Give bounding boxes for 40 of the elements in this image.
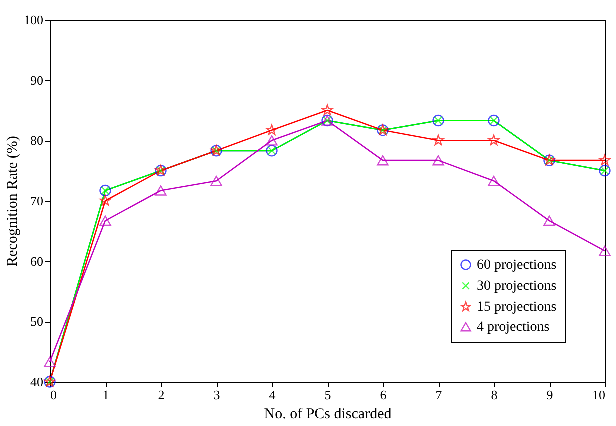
x-tick-label: 10	[592, 388, 606, 402]
y-axis-title: Recognition Rate (%)	[5, 136, 21, 267]
x-tick-label: 5	[324, 388, 332, 402]
point	[266, 136, 278, 146]
point	[599, 154, 611, 166]
x-tick-label: 1	[102, 388, 110, 402]
legend-label: 60 projections	[477, 258, 557, 273]
x-tick-label: 8	[491, 388, 498, 402]
x-tick-label: 0	[50, 388, 57, 402]
point	[432, 155, 444, 166]
x-tick-label: 4	[269, 388, 276, 402]
y-tick-label: 80	[30, 133, 44, 148]
point	[210, 176, 222, 186]
y-tick-label: 70	[30, 194, 44, 208]
y-tick-label: 100	[24, 12, 44, 28]
point	[544, 216, 556, 226]
x-axis-title: No. of PCs discarded	[264, 406, 392, 422]
legend-label: 30 projections	[477, 279, 557, 294]
x-tick-label: 9	[546, 388, 554, 402]
point	[488, 134, 500, 146]
point	[432, 134, 444, 146]
point	[488, 176, 500, 186]
point	[100, 216, 112, 226]
x-tick-label: 7	[436, 388, 443, 402]
x-tick-label: 2	[158, 388, 165, 402]
point	[266, 124, 278, 136]
point	[599, 246, 611, 256]
point	[155, 186, 167, 196]
point	[100, 195, 112, 206]
point	[44, 356, 56, 368]
point	[322, 104, 334, 116]
y-tick-label: 60	[30, 254, 44, 269]
x-tick-label: 6	[380, 388, 388, 402]
y-tick-label: 40	[30, 374, 44, 390]
legend-label: 15 projections	[477, 300, 557, 315]
point	[377, 155, 389, 166]
y-tick-label: 50	[30, 314, 44, 330]
legend-label: 4 projections	[477, 320, 550, 335]
x-tick-label: 3	[214, 388, 220, 402]
y-tick-label: 90	[30, 72, 44, 88]
